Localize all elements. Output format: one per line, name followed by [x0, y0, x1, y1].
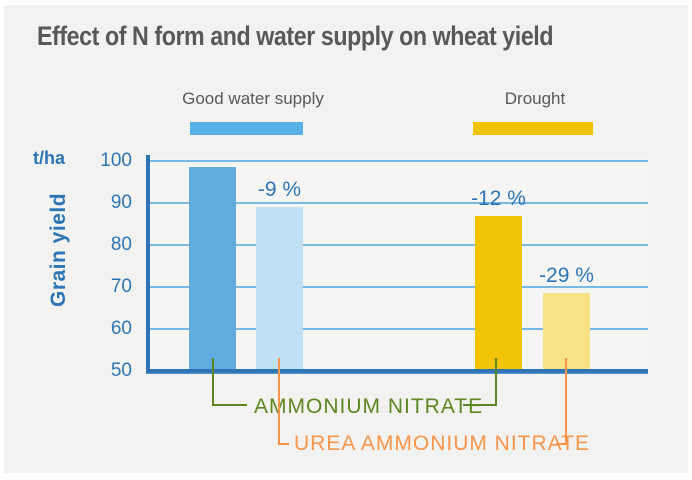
connector-orange-right-horizontal: [556, 443, 567, 445]
connector-orange-left-horizontal: [278, 443, 289, 445]
x-axis-line: [146, 369, 648, 374]
y-tick-100: 100: [100, 150, 132, 171]
connector-green-right-horizontal: [463, 404, 497, 406]
gridline-100: [150, 160, 648, 162]
legend-swatch-drought: [473, 122, 593, 135]
connector-green-left-horizontal: [212, 404, 247, 406]
legend-label-good-water-supply: Good water supply: [182, 89, 324, 108]
y-tick-50: 50: [110, 360, 132, 381]
gridline-90: [150, 202, 648, 204]
connector-orange-right-vertical: [565, 358, 567, 445]
y-axis-line: [146, 155, 150, 374]
connector-green-left-vertical: [212, 358, 214, 406]
y-tick-90: 90: [110, 192, 132, 213]
bar-drought-urea-ammonium-nitrate: [543, 293, 590, 369]
gridline-60: [150, 328, 648, 330]
gridline-80: [150, 244, 648, 246]
delta-label-2: -12 %: [471, 186, 526, 210]
annotation-ammonium-nitrate: AMMONIUM NITRATE: [254, 395, 484, 418]
y-axis-unit: t/ha: [33, 148, 66, 168]
gridline-70: [150, 286, 648, 288]
y-tick-60: 60: [110, 318, 132, 339]
bar-drought-ammonium-nitrate: [475, 215, 522, 369]
connector-orange-left-vertical: [278, 358, 280, 445]
bar-good-water-supply-urea-ammonium-nitrate: [256, 207, 303, 369]
delta-label-1: -9 %: [257, 178, 302, 202]
bar-good-water-supply-ammonium-nitrate: [189, 167, 236, 369]
delta-label-3: -29 %: [539, 264, 594, 288]
annotation-urea-ammonium-nitrate: UREA AMMONIUM NITRATE: [294, 432, 590, 455]
connector-green-right-vertical: [495, 358, 497, 406]
chart-title: Effect of N form and water supply on whe…: [37, 21, 554, 51]
y-tick-80: 80: [110, 234, 132, 255]
legend-swatch-good-water-supply: [190, 122, 303, 135]
legend-label-drought: Drought: [504, 89, 566, 108]
y-tick-70: 70: [110, 276, 132, 297]
